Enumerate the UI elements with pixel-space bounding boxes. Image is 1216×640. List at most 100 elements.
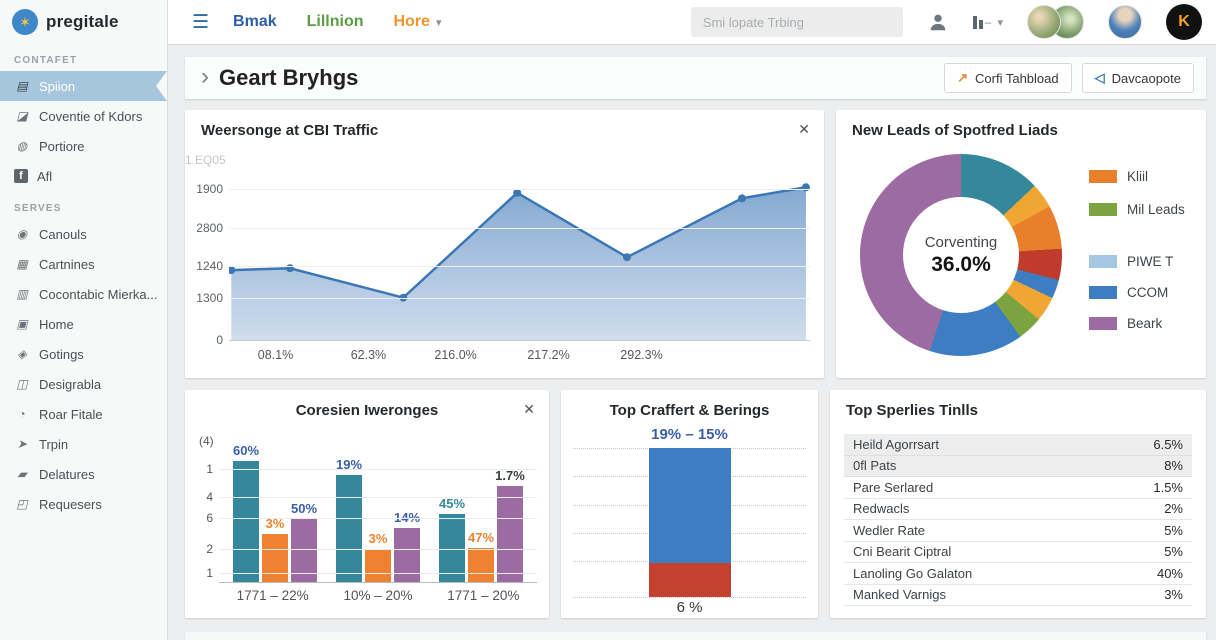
legend-item-mil-leads: Mil Leads <box>1089 201 1185 217</box>
legend-swatch <box>1089 317 1117 330</box>
table-row[interactable]: Wedler Rate5% <box>844 520 1192 542</box>
legend-item-ccom: CCOM <box>1089 284 1185 300</box>
card-title: Weersonge at CBI Traffic <box>201 122 378 139</box>
legend-label: Beark <box>1127 316 1162 331</box>
grouped-bar-plot: 60%3%50%19%3%14%45%47%1.7% 14621 <box>219 460 537 583</box>
y-axis-tick: 6 <box>195 511 213 525</box>
avatar[interactable] <box>1108 5 1142 39</box>
y-axis-tick: 2 <box>195 542 213 556</box>
gridline <box>219 469 537 470</box>
stats-table-card: Top Sperlies Tinlls Heild Agorrsart6.5%0… <box>830 390 1206 618</box>
sidebar-item-afl[interactable]: fAfl <box>0 161 167 191</box>
sidebar-item-cartnines[interactable]: ▦Cartnines <box>0 249 167 279</box>
sidebar-item-coventie-of-kdors[interactable]: ◪Coventie of Kdors <box>0 101 167 131</box>
sidebar-item-desigrabla[interactable]: ◫Desigrabla <box>0 369 167 399</box>
avatar-group[interactable] <box>1027 4 1084 40</box>
bar-rect <box>233 461 259 582</box>
bar-rect <box>497 486 523 582</box>
y-axis-tick: 1 <box>195 566 213 580</box>
sidebar-item-trpin[interactable]: ➤Trpin <box>0 429 167 459</box>
metric-name: Pare Serlared <box>853 480 933 495</box>
cards-icon: ▤ <box>14 79 30 93</box>
metric-value: 1.5% <box>1153 480 1183 495</box>
sidebar-item-label: Portiore <box>39 139 85 154</box>
page-header: › Geart Bryhgs ↗ Corfi Tahbload ◁ Davcao… <box>185 57 1206 99</box>
x-axis-tick: 08.1% <box>258 348 293 362</box>
y-axis-unit: (4) <box>199 434 214 448</box>
bar-value-label: 45% <box>439 496 465 511</box>
table-row[interactable]: Cni Bearit Ciptral5% <box>844 542 1192 564</box>
brand-avatar[interactable]: K <box>1166 4 1202 40</box>
davcaopote-button[interactable]: ◁ Davcaopote <box>1082 63 1194 93</box>
sidebar-item-gotings[interactable]: ◈Gotings <box>0 339 167 369</box>
grouped-bar-x-axis: 1771 – 22%10% – 20%1771 – 20% <box>219 588 537 603</box>
nav-link-lillnion[interactable]: Lillnion <box>307 13 364 31</box>
calculator-icon: ◰ <box>14 497 30 511</box>
metric-name: Manked Varnigs <box>853 587 946 602</box>
bar-value-label: 60% <box>233 443 259 458</box>
search <box>691 7 903 37</box>
bar-rect <box>262 534 288 582</box>
sidebar-item-portiore[interactable]: ◍Portiore <box>0 131 167 161</box>
sidebar-item-label: Desigrabla <box>39 377 101 392</box>
main-content: › Geart Bryhgs ↗ Corfi Tahbload ◁ Davcao… <box>168 45 1216 640</box>
sidebar-item-label: Delatures <box>39 467 95 482</box>
sidebar-item-roar-fitale[interactable]: ◔Roar Fitale <box>0 399 167 429</box>
sidebar-item-home[interactable]: ▣Home <box>0 309 167 339</box>
bar-rect <box>336 475 362 582</box>
gridline <box>219 549 537 550</box>
sidebar-item-requesers[interactable]: ◰ Requesers <box>0 489 167 519</box>
traffic-plot-area: 1.EQ0519002800124013000 <box>229 156 810 341</box>
bar-group: 19%3%14% <box>336 475 420 582</box>
legend-swatch <box>1089 286 1117 299</box>
table-row[interactable]: Pare Serlared 1.5% <box>844 477 1192 499</box>
bar-stats-icon <box>973 16 983 29</box>
metric-name: Wedler Rate <box>853 523 925 538</box>
close-icon[interactable]: ✕ <box>798 121 810 138</box>
hamburger-icon[interactable]: ☰ <box>192 11 209 34</box>
x-axis-tick: 292.3% <box>620 348 662 362</box>
bar-value-label: 1.7% <box>495 468 525 483</box>
traffic-area-chart <box>229 156 810 340</box>
search-input[interactable] <box>691 7 903 37</box>
top-navbar: ☰ Bmak Lillnion Hore▾ – ▾ K <box>168 0 1216 45</box>
table-row[interactable]: Redwacls2% <box>844 499 1192 521</box>
gridline <box>229 228 810 229</box>
table-row[interactable]: Manked Varnigs3% <box>844 585 1192 607</box>
y-axis-tick: 2800 <box>185 221 223 235</box>
app-logo[interactable]: ✶ pregitale <box>0 0 167 43</box>
table-row[interactable]: Lanoling Go Galaton 40% <box>844 563 1192 585</box>
avatar <box>1027 5 1061 39</box>
x-axis-tick: 62.3% <box>351 348 386 362</box>
person-icon <box>927 11 949 33</box>
nav-link-bmak[interactable]: Bmak <box>233 13 277 31</box>
corfi-tahbload-button[interactable]: ↗ Corfi Tahbload <box>944 63 1072 93</box>
legend-label: Mil Leads <box>1127 202 1185 217</box>
sidebar-item-label: Requesers <box>39 497 102 512</box>
sidebar-item-canouls[interactable]: ◉Canouls <box>0 219 167 249</box>
gridline <box>229 298 810 299</box>
table-row[interactable]: 0fl Pats8% <box>844 456 1192 478</box>
metric-name: 0fl Pats <box>853 458 896 473</box>
table-row[interactable]: Heild Agorrsart6.5% <box>844 434 1192 456</box>
target-icon: ◉ <box>14 227 30 241</box>
stats-menu[interactable]: – ▾ <box>973 15 1003 29</box>
sidebar-item-spiion[interactable]: ▤Spiion <box>0 71 167 101</box>
metric-name: Lanoling Go Galaton <box>853 566 972 581</box>
user-person-icon[interactable] <box>927 11 949 33</box>
gridline <box>219 573 537 574</box>
sidebar-item-delatures[interactable]: ▰Delatures <box>0 459 167 489</box>
stacked-bar <box>649 448 731 597</box>
chat-icon: ◔ <box>14 407 30 421</box>
donut-legend: KliilMil LeadsPIWE TCCOMBeark <box>1089 168 1185 331</box>
traffic-chart-card: Weersonge at CBI Traffic ✕ 1.EQ051900280… <box>185 110 824 378</box>
nav-link-hore[interactable]: Hore▾ <box>394 13 442 31</box>
close-icon[interactable]: ✕ <box>523 401 535 418</box>
gridline <box>219 518 537 519</box>
y-axis-tick: 1240 <box>185 259 223 273</box>
x-axis-category: 1771 – 22% <box>220 588 325 603</box>
sidebar-item-cocontabic-mierka[interactable]: ▥Cocontabic Mierka... <box>0 279 167 309</box>
x-axis-category: 1771 – 20% <box>431 588 536 603</box>
metric-value: 40% <box>1157 566 1183 581</box>
metric-value: 5% <box>1164 544 1183 559</box>
